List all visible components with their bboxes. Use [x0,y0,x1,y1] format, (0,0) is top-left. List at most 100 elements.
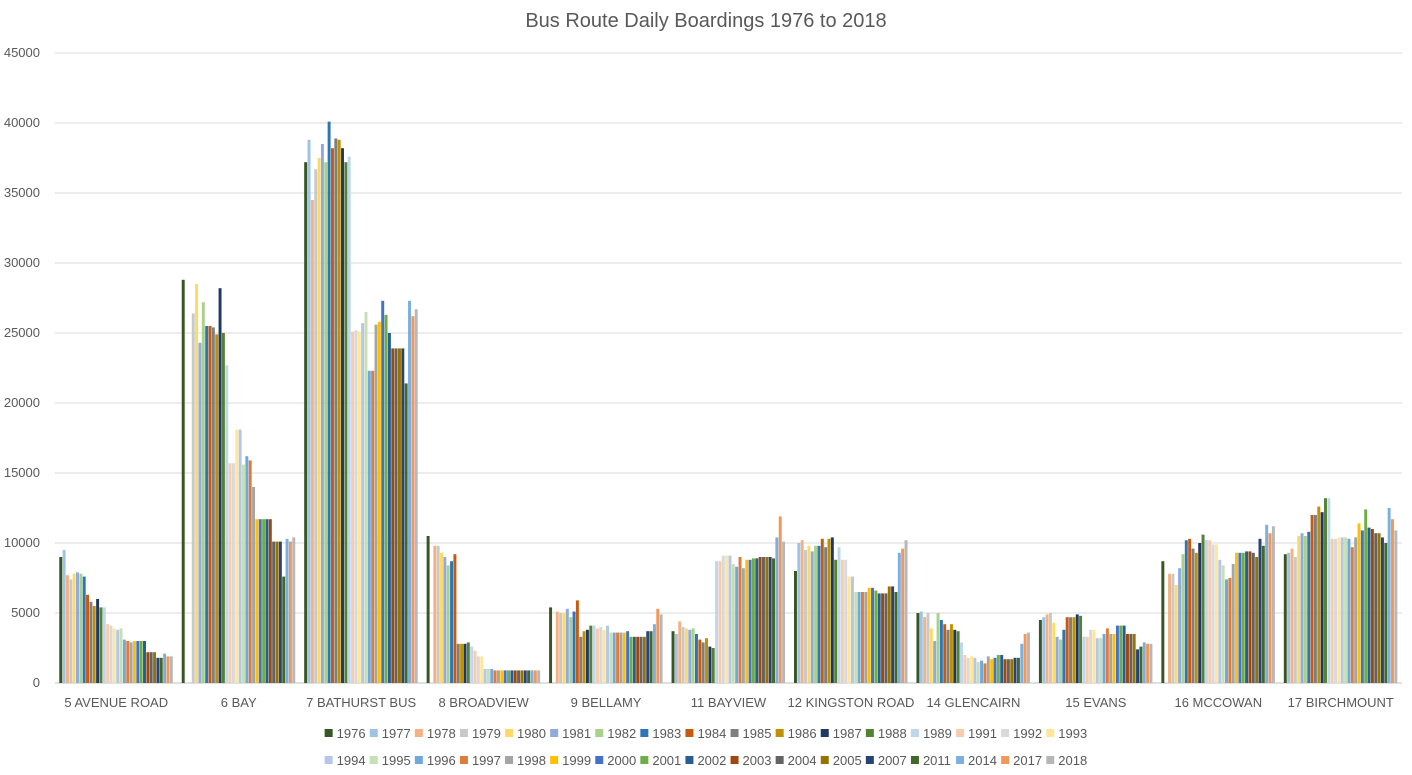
x-category-label: 7 BATHURST BUS [306,695,416,710]
bar [807,545,811,683]
bar [834,559,838,683]
bar [463,643,467,683]
bar [891,586,895,683]
bar [496,670,500,683]
x-category-label: 16 MCCOWAN [1174,695,1262,710]
bar [530,670,534,683]
bar [258,519,262,683]
x-category-label: 11 BAYVIEW [691,695,767,710]
bar [404,383,408,683]
bar [622,632,626,683]
bar [119,628,123,683]
bar [837,547,841,683]
bar [1194,552,1198,683]
bar [1126,634,1129,683]
bar [198,342,202,683]
legend-label: 1982 [607,726,636,741]
bar [126,641,130,683]
bar [735,566,739,683]
bar [765,557,769,683]
y-tick-label: 30000 [4,255,40,270]
bar [1367,527,1371,683]
bar [1003,659,1007,683]
bar [1102,634,1106,683]
bar [814,545,818,683]
bar [1228,578,1232,683]
bar [741,568,745,683]
bar [1132,634,1136,683]
bar [1105,628,1109,683]
bar [347,156,351,684]
legend-label: 2007 [878,753,907,768]
bar [1006,659,1010,683]
bar [367,370,371,683]
legend-label: 1981 [562,726,591,741]
bar [1146,643,1150,683]
bar [646,631,650,683]
legend-swatch [685,729,694,737]
bar [1089,629,1093,683]
legend-swatch [550,729,559,737]
bar [1055,636,1059,683]
bar [698,639,702,683]
bar [132,641,136,683]
bar [218,288,222,683]
bar [990,659,994,683]
bar [324,162,328,683]
legend-swatch [1001,756,1010,764]
bar [1354,537,1358,683]
bar [691,628,695,683]
bar [1142,642,1146,683]
bar [228,463,232,683]
bar [824,547,828,683]
bar [701,642,705,683]
bar [156,657,160,683]
bar [112,628,116,683]
y-tick-label: 15000 [4,465,40,480]
bar [86,594,90,683]
bar [671,631,675,683]
bar [1161,561,1165,683]
legend-label: 1979 [472,726,501,741]
bar [894,592,898,683]
legend-label: 1991 [968,726,997,741]
bar [817,545,821,683]
bar [642,636,646,683]
bar [523,670,527,683]
bar [1360,530,1364,683]
bar [1327,498,1331,683]
bar [606,625,609,683]
bar [871,587,874,683]
legend-label: 1997 [472,753,501,768]
bar [436,545,440,683]
legend-swatch [910,756,919,764]
bar [221,333,225,683]
bar [881,593,885,683]
legend-label: 1994 [337,753,366,768]
bar [946,629,950,683]
bar [500,670,504,683]
bar [1184,540,1188,683]
bar [1065,617,1069,683]
bar [1347,538,1351,683]
bar [285,538,289,683]
bar [1218,559,1222,683]
bar [510,670,514,683]
bar [582,631,586,683]
legend-swatch [505,756,514,764]
bar [211,327,215,683]
bar [394,348,398,683]
bar [1241,552,1245,683]
bar [943,624,947,683]
bar [1387,508,1391,683]
bar [242,464,245,683]
bar [1129,634,1133,683]
legend-label: 1989 [923,726,952,741]
bar [887,586,891,683]
bar [1350,547,1354,683]
bar [453,554,457,683]
bar [1251,552,1255,683]
bar [612,632,616,683]
bar [1344,537,1348,683]
